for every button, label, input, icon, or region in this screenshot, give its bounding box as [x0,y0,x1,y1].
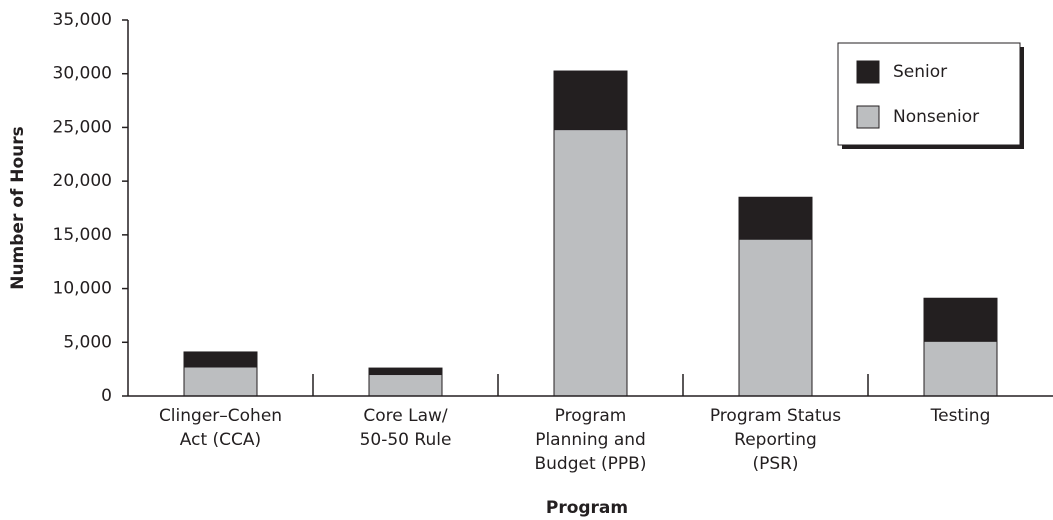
y-tick-label: 30,000 [53,64,112,84]
x-tick-label: Clinger–Cohen Act (CCA) [159,406,282,450]
bar-segment [738,238,813,397]
bar-segment [553,70,628,131]
legend-swatch [856,60,880,84]
x-tick-label-line: (PSR) [752,454,798,474]
bar-segment [553,129,628,397]
x-tick-label: Core Law/50-50 Rule [360,406,452,450]
bar-segment [183,366,258,397]
x-tick-label-line: 50-50 Rule [360,430,452,450]
bar-segment [368,367,443,376]
y-tick-label: 35,000 [53,10,112,30]
bar-segment [738,196,813,240]
x-tick-label-line: Testing [930,406,991,426]
x-tick-label-line: Budget (PPB) [535,454,647,474]
x-tick-label-line: Act (CCA) [180,430,261,450]
y-axis-label: Number of Hours [8,126,28,290]
bar-segment [923,340,998,397]
x-tick-label-line: Clinger–Cohen [159,406,282,426]
y-tick-label: 20,000 [53,171,112,191]
y-tick-label: 15,000 [53,225,112,245]
x-tick-label: Program Planning and Budget (PPB) [535,406,647,474]
x-tick-label-line: Planning and [535,430,646,450]
x-tick-label-line: Program [555,406,627,426]
x-tick-label-line: Core Law/ [363,406,448,426]
legend-box [837,42,1021,146]
y-tick-label: 0 [101,386,112,406]
x-tick-label: Program Status Reporting (PSR) [710,406,841,474]
x-tick-label: Testing [930,406,991,426]
bar-segment [368,374,443,397]
bar-segment [183,351,258,368]
x-tick-label-line: Program Status [710,406,841,426]
bar-segment [923,297,998,342]
legend-label: Nonsenior [893,107,979,127]
y-tick-label: 5,000 [63,332,112,352]
x-tick-label-line: Reporting [734,430,817,450]
x-axis-label: Program [546,498,628,518]
legend-label: Senior [893,62,947,82]
y-tick-label: 10,000 [53,279,112,299]
y-tick-label: 25,000 [53,117,112,137]
legend-swatch [856,105,880,129]
